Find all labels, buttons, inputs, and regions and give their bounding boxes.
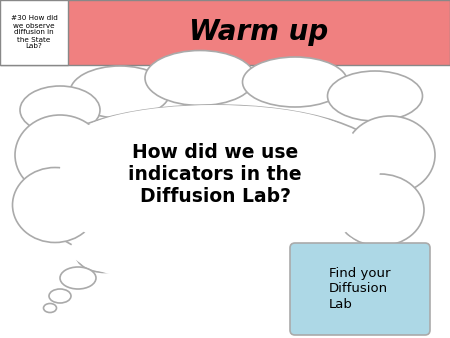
Ellipse shape <box>75 105 355 175</box>
Text: Find your
Diffusion
Lab: Find your Diffusion Lab <box>329 267 391 311</box>
Ellipse shape <box>70 215 360 285</box>
Ellipse shape <box>145 50 255 105</box>
Ellipse shape <box>45 105 385 215</box>
Ellipse shape <box>13 168 98 242</box>
Text: Warm up: Warm up <box>189 19 328 47</box>
Ellipse shape <box>76 238 134 272</box>
Ellipse shape <box>44 304 57 313</box>
Ellipse shape <box>65 165 365 255</box>
Ellipse shape <box>300 140 380 200</box>
Ellipse shape <box>70 66 170 118</box>
Ellipse shape <box>243 57 347 107</box>
FancyBboxPatch shape <box>290 243 430 335</box>
Ellipse shape <box>20 86 100 134</box>
Ellipse shape <box>60 267 96 289</box>
Ellipse shape <box>60 140 140 200</box>
Ellipse shape <box>49 289 71 303</box>
Ellipse shape <box>15 115 105 195</box>
Text: How did we use
indicators in the
Diffusion Lab?: How did we use indicators in the Diffusi… <box>128 144 302 207</box>
Ellipse shape <box>64 270 92 286</box>
Text: #30 How did
we observe
diffusion in
the State
Lab?: #30 How did we observe diffusion in the … <box>10 16 58 49</box>
Ellipse shape <box>328 71 423 121</box>
Ellipse shape <box>50 170 380 270</box>
Ellipse shape <box>80 241 130 269</box>
FancyBboxPatch shape <box>0 0 68 65</box>
FancyBboxPatch shape <box>0 0 450 65</box>
Ellipse shape <box>336 174 424 246</box>
Ellipse shape <box>60 113 370 208</box>
Ellipse shape <box>345 116 435 194</box>
